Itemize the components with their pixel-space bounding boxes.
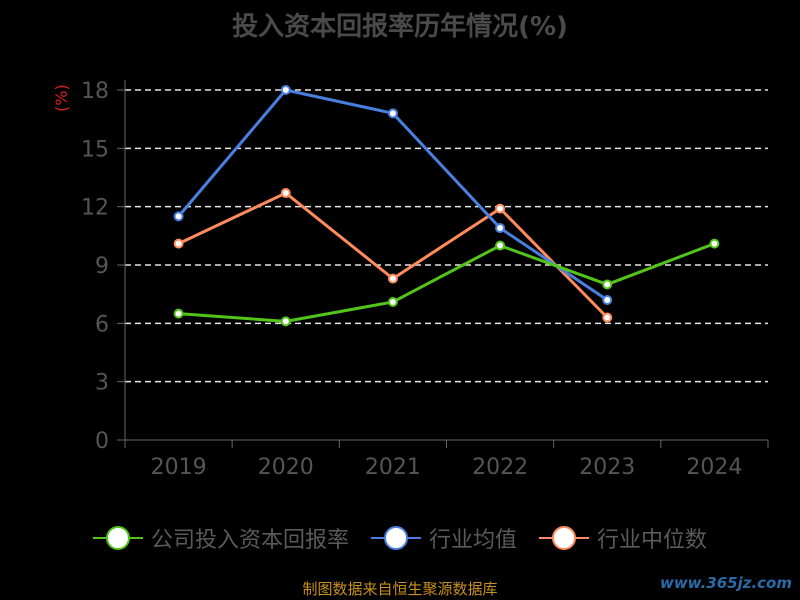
legend-marker-industry-avg [370,526,421,550]
axes: 0 3 6 9 12 15 18 2019 2020 2021 2022 2023 2024 [81,79,769,480]
chart-title: 投入资本回报率历年情况(%) [232,12,568,42]
x-tick-label: 2019 [151,455,207,480]
legend-item-industry-avg[interactable]: 行业均值 [370,522,517,554]
series-line-industry_avg [177,88,609,302]
series-line-company [178,242,715,323]
grid-lines [125,89,768,383]
x-tick-label: 2021 [365,455,421,480]
legend-marker-industry-median [539,526,589,550]
data-point [173,238,184,249]
legend-item-company[interactable]: 公司投入资本回报率 [92,522,349,554]
data-point [387,273,398,284]
legend-label-industry-avg: 行业均值 [428,528,517,553]
x-tick-label: 2023 [579,455,635,480]
data-point [280,316,291,327]
y-tick-label: 15 [81,137,109,162]
legend-label-company: 公司投入资本回报率 [150,528,349,553]
x-tick-label: 2020 [258,455,314,480]
data-source-note: 制图数据来自恒生聚源数据库 [302,580,498,598]
y-tick-label: 9 [95,254,109,279]
legend-label-industry-median: 行业中位数 [597,528,708,553]
y-tick-label: 3 [95,371,109,396]
series-lines [173,85,720,327]
data-point [495,240,506,251]
data-point [602,279,613,290]
y-tick-label: 6 [95,312,109,337]
data-point [495,203,506,214]
data-point [495,223,506,234]
x-tick-label: 2024 [686,455,742,480]
y-tick-label: 12 [81,196,109,221]
legend-marker-company [92,526,143,550]
data-point [173,308,184,319]
data-point [602,312,613,323]
x-tick-label: 2022 [472,455,528,480]
y-tick-label: 18 [81,79,109,104]
data-point [387,108,398,119]
watermark: www.365jz.com [659,574,792,592]
y-tick-label: 0 [95,429,109,454]
data-point [280,85,291,95]
legend: 公司投入资本回报率 行业均值 行业中位数 [0,522,800,554]
data-point [280,188,291,199]
data-point [602,295,613,305]
data-point [387,296,398,307]
data-point [173,211,184,222]
data-point [709,238,720,249]
legend-item-industry-median[interactable]: 行业中位数 [539,522,707,554]
